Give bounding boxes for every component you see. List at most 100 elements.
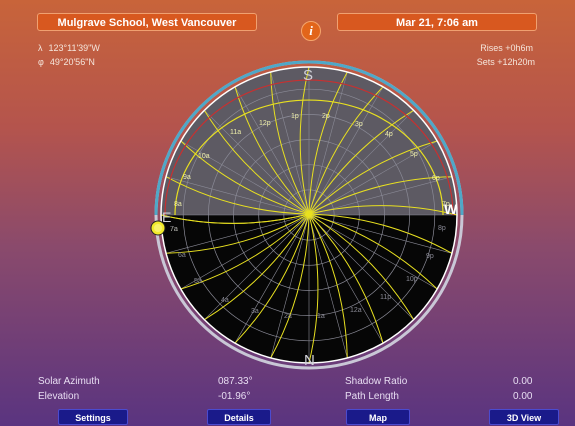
equinox-path [164,79,454,216]
outer-ring [154,60,464,370]
azimuth-line-150 [180,214,310,290]
shadow-ratio-value: 0.00 [513,376,533,387]
azimuth-line-105 [270,214,310,359]
winter-solstice-path [174,99,444,216]
hour-line-9 [308,109,414,215]
hour-line-22 [180,213,310,290]
hour-label-upper-7: 5p [410,151,418,158]
hour-label-upper-5: 3p [355,121,363,128]
3d-view-button[interactable]: 3D View [489,409,559,425]
hour-line-18 [308,213,319,363]
hour-label-lower-7: 12a [350,307,362,314]
hour-line-10 [308,140,438,215]
compass-south-label: S [303,67,313,84]
sun-position-marker[interactable] [150,220,166,236]
datetime-button[interactable]: Mar 21, 7:06 am [337,13,537,31]
hour-label-lower-2: 5a [194,278,202,285]
hour-label-upper-9: 9a [183,174,191,181]
hour-label-upper-4: 2p [322,113,330,120]
hour-line-20 [234,213,310,344]
details-button[interactable]: Details [207,409,271,425]
hour-label-lower-3: 4a [221,297,229,304]
altitude-azimuth-grid [161,67,457,363]
hour-line-23 [166,213,310,254]
hour-line-17 [308,213,348,358]
hour-line-8 [308,86,384,215]
latitude-readout: φ 49°20'56"N [38,57,95,67]
longitude-readout: λ 123°11'39"W [38,43,100,53]
longitude-value: 123°11'39"W [48,43,100,53]
azimuth-line-285 [308,71,348,216]
azimuth-line-165 [165,214,310,254]
hour-line-1 [165,176,310,215]
azimuth-line-30 [308,214,438,290]
hour-label-upper-0: 10a [198,153,210,160]
hour-label-upper-2: 12p [259,120,271,127]
horizon-circle [160,66,458,364]
hour-label-upper-12: 7p [442,201,450,208]
hour-label-lower-0: 7a [170,226,178,233]
hour-line-3 [203,110,310,215]
hour-line-2 [180,140,310,215]
solar-azimuth-value: 087.33° [218,376,253,387]
path-length-value: 0.00 [513,391,533,402]
hour-line-11 [308,176,452,215]
azimuth-line-210 [180,140,310,216]
solar-azimuth-label: Solar Azimuth [38,376,100,387]
latitude-symbol: φ [38,57,44,67]
hour-line-19 [270,213,310,359]
azimuth-line-15 [308,214,453,254]
compass-east-label: E [162,209,171,225]
hour-line-6 [299,67,310,215]
hour-label-upper-8: 6p [432,175,440,182]
settings-button[interactable]: Settings [58,409,128,425]
azimuth-line-255 [270,71,310,216]
hour-line-5 [270,72,310,215]
azimuth-line-45 [308,214,414,320]
azimuth-line-135 [204,214,310,320]
sunrise-offset: Rises +0h6m [480,43,533,53]
elevation-label: Elevation [38,391,80,402]
map-button[interactable]: Map [346,409,410,425]
longitude-symbol: λ [38,43,43,53]
compass-west-label: W [444,201,458,217]
hour-label-upper-1: 11a [230,129,241,136]
azimuth-line-300 [308,86,384,216]
hour-line-7 [308,71,348,215]
path-length-label: Path Length [345,391,399,402]
hour-label-lower-6: 1a [317,313,325,320]
hour-line-4 [234,86,310,215]
latitude-value: 49°20'56"N [49,57,95,67]
azimuth-line-330 [308,140,438,216]
azimuth-line-60 [308,214,384,344]
elevation-value: -01.96° [218,391,251,402]
hour-label-lower-10: 9p [426,253,434,260]
hour-label-lower-11: 8p [438,225,446,232]
compass-north-label: N [304,352,315,369]
sunset-offset: Sets +12h20m [476,57,535,67]
hour-line-16 [308,213,384,344]
azimuth-line-120 [234,214,310,344]
hour-line-21 [204,213,310,321]
hour-label-lower-4: 3a [251,308,259,315]
info-button[interactable]: i [301,21,321,41]
location-button[interactable]: Mulgrave School, West Vancouver [37,13,257,31]
azimuth-line-240 [234,86,310,216]
azimuth-line-75 [308,214,348,359]
shadow-ratio-label: Shadow Ratio [345,376,408,387]
hour-line-12 [308,205,457,216]
hour-label-lower-9: 10p [406,276,418,283]
hour-line-15 [308,213,415,320]
hour-label-lower-1: 6a [178,252,186,259]
hour-label-lower-8: 11p [380,294,391,301]
hour-line-14 [308,213,438,290]
azimuth-line-345 [308,176,453,216]
hour-label-upper-6: 4p [385,131,393,138]
azimuth-line-195 [165,176,310,216]
hour-line-13 [308,213,453,254]
hour-label-upper-3: 1p [291,113,299,120]
hour-line-24 [161,213,310,224]
hour-label-lower-5: 2a [284,313,292,320]
